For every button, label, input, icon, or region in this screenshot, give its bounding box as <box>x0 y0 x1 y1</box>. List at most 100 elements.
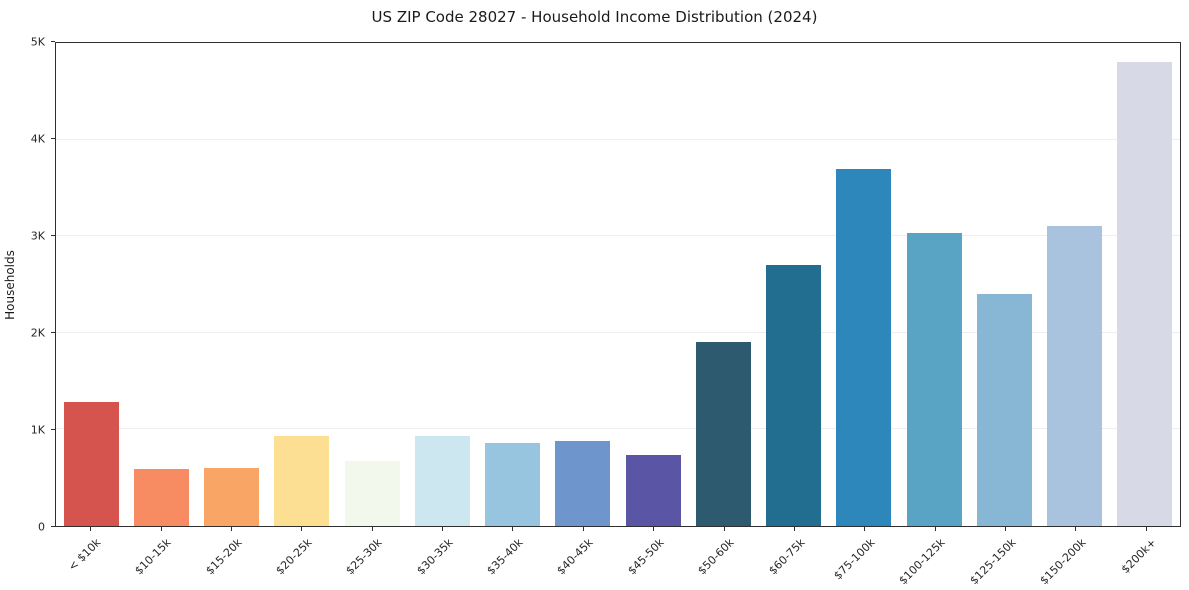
x-tick-label: $125-150k <box>967 536 1019 588</box>
bar-$75-100k <box>836 168 892 526</box>
x-slot: < $10k <box>55 527 125 589</box>
x-tick-mark <box>160 527 162 531</box>
bars-container <box>56 43 1180 526</box>
x-slot: $30-35k <box>407 527 477 589</box>
x-slot: $10-15k <box>125 527 195 589</box>
x-tick-mark <box>301 527 303 531</box>
bar-$30-35k <box>414 436 470 526</box>
bar-$50-60k <box>695 342 751 526</box>
x-tick-label: $200k+ <box>1118 536 1160 577</box>
bar-slot <box>618 43 688 526</box>
x-slot: $25-30k <box>337 527 407 589</box>
x-tick-label: $20-25k <box>273 536 315 578</box>
bar-slot <box>56 43 126 526</box>
x-tick-label: $10-15k <box>132 536 174 578</box>
x-tick-mark <box>90 527 92 531</box>
y-tick-label: 4K <box>30 132 45 146</box>
bar-slot <box>969 43 1039 526</box>
x-slot: $100-125k <box>896 527 970 589</box>
y-tick-label: 2K <box>30 326 45 340</box>
bar-slot <box>197 43 267 526</box>
x-slot: $15-20k <box>196 527 266 589</box>
x-slot: $20-25k <box>266 527 336 589</box>
bar-slot <box>899 43 969 526</box>
y-tick-label: 3K <box>30 229 45 243</box>
x-tick-mark <box>1075 527 1077 531</box>
y-tick-mark <box>51 332 55 333</box>
x-tick-label: $45-50k <box>625 536 667 578</box>
x-tick-mark <box>442 527 444 531</box>
bar-$15-20k <box>204 468 260 526</box>
bar-$150-200k <box>1047 225 1103 526</box>
x-slot: $75-100k <box>829 527 899 589</box>
x-tick-mark <box>1005 527 1007 531</box>
x-slot: $200k+ <box>1111 527 1181 589</box>
bar-$35-40k <box>485 442 541 526</box>
bar-slot <box>688 43 758 526</box>
bar-slot <box>759 43 829 526</box>
gridline <box>56 138 1180 140</box>
x-tick-label: < $10k <box>65 536 104 574</box>
x-slot: $60-75k <box>759 527 829 589</box>
bar-$25-30k <box>344 461 400 526</box>
bar-$125-150k <box>976 294 1032 526</box>
x-tick-mark <box>371 527 373 531</box>
y-tick-label: 5K <box>30 35 45 49</box>
y-tick-label: 1K <box>30 423 45 437</box>
bar-slot <box>407 43 477 526</box>
x-tick-mark <box>230 527 232 531</box>
bar-slot <box>548 43 618 526</box>
x-tick-mark <box>653 527 655 531</box>
x-slot: $125-150k <box>967 527 1040 589</box>
plot-area <box>55 42 1181 527</box>
x-slot: $150-200k <box>1037 527 1110 589</box>
x-tick-label: $15-20k <box>202 536 245 578</box>
x-tick-label: $150-200k <box>1037 536 1089 588</box>
gridline <box>56 428 1180 430</box>
bar-< $10k <box>63 402 119 526</box>
x-tick-mark <box>864 527 866 531</box>
x-tick-label: $60-75k <box>765 536 808 578</box>
bar-$200k+ <box>1117 62 1173 526</box>
bar-slot <box>337 43 407 526</box>
x-slot: $50-60k <box>688 527 758 589</box>
y-tick-mark <box>51 526 55 527</box>
bar-$40-45k <box>555 441 611 526</box>
bar-$60-75k <box>766 265 822 526</box>
y-tick-mark <box>51 235 55 236</box>
bar-$10-15k <box>133 469 189 526</box>
bar-slot <box>1040 43 1110 526</box>
y-axis: 0 1K 2K 3K 4K 5K <box>0 37 55 533</box>
x-tick-label: $35-40k <box>484 536 526 578</box>
x-tick-label: $50-60k <box>695 536 737 578</box>
gridline <box>56 235 1180 237</box>
x-tick-label: $100-125k <box>896 536 948 588</box>
x-tick-mark <box>582 527 584 531</box>
x-axis: < $10k $10-15k $15-20k $20-25k $25-30k $30-35… <box>55 527 1181 589</box>
bar-slot <box>829 43 899 526</box>
chart-title: US ZIP Code 28027 - Household Income Dis… <box>371 8 818 26</box>
x-tick-label: $40-45k <box>554 536 597 578</box>
x-tick-label: $25-30k <box>343 536 385 578</box>
x-tick-mark <box>934 527 936 531</box>
x-tick-label: $30-35k <box>413 536 456 578</box>
bar-slot <box>267 43 337 526</box>
bar-$100-125k <box>906 233 962 526</box>
gridline <box>56 331 1180 333</box>
y-tick-mark <box>51 429 55 430</box>
bar-slot <box>478 43 548 526</box>
x-slot: $35-40k <box>477 527 547 589</box>
bar-slot <box>1110 43 1180 526</box>
y-tick-mark <box>51 41 55 42</box>
x-tick-mark <box>1145 527 1147 531</box>
x-tick-label: $75-100k <box>831 536 878 583</box>
x-slot: $40-45k <box>548 527 618 589</box>
x-slot: $45-50k <box>618 527 688 589</box>
bar-$20-25k <box>274 436 330 526</box>
bar-slot <box>126 43 196 526</box>
x-tick-mark <box>512 527 514 531</box>
x-tick-mark <box>793 527 795 531</box>
bar-$45-50k <box>625 455 681 526</box>
y-tick-label: 0 <box>38 520 45 534</box>
x-tick-mark <box>723 527 725 531</box>
